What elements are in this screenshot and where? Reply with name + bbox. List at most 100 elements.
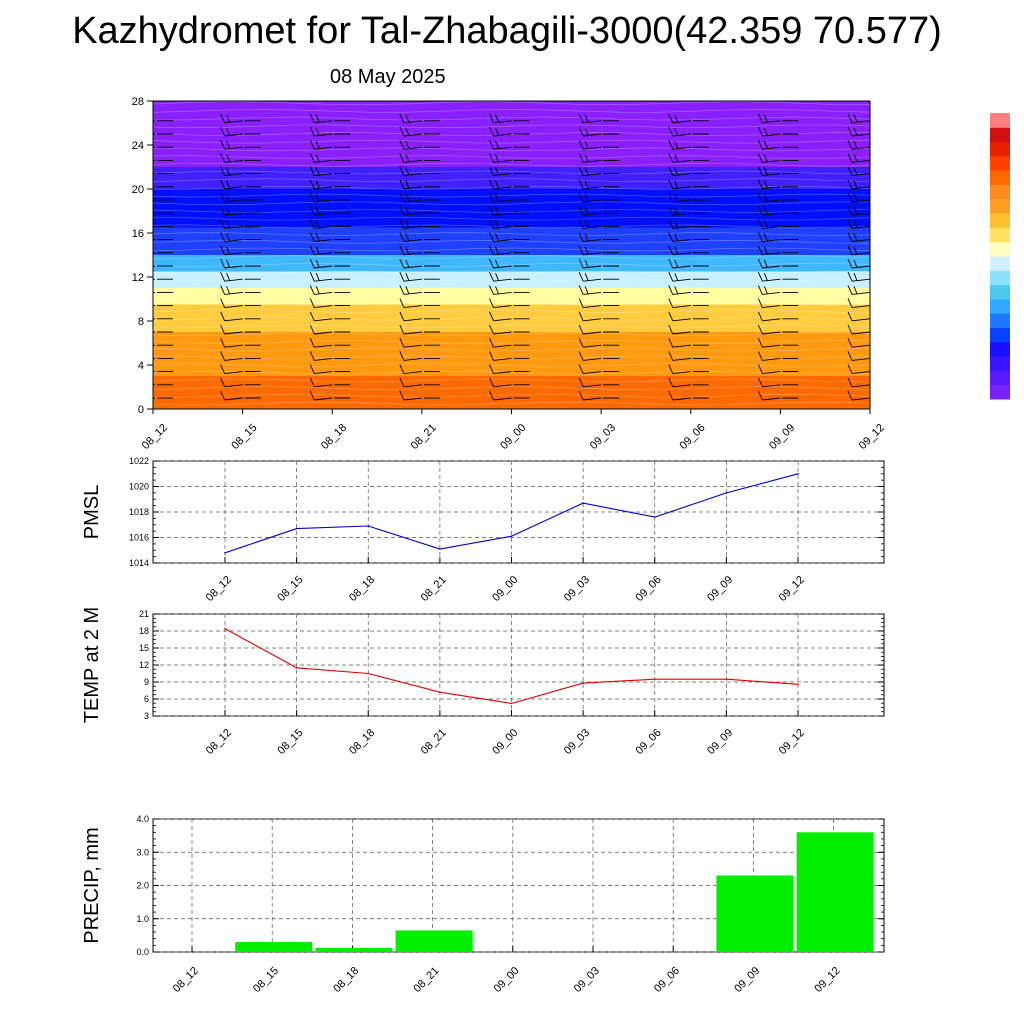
y-tick-label: 8 [138, 316, 144, 328]
precip-panel: 0.0 1.0 2.0 3.0 4.0 08_12 08_15 08_18 08_21 09_00… [81, 814, 885, 995]
wind-barb [309, 245, 351, 256]
wind-barb [668, 219, 709, 229]
wind-barb [399, 153, 440, 163]
wind-barb [578, 153, 620, 163]
wind-barb [153, 199, 173, 201]
x-tick-label: 08_12 [171, 965, 201, 995]
wind-barb [847, 298, 870, 309]
wind-barb [757, 390, 799, 401]
wind-barb [309, 179, 351, 190]
heatmap-field [153, 101, 870, 409]
wind-barb [399, 377, 440, 388]
colorbar-swatch [990, 384, 1010, 400]
wind-barb [220, 377, 261, 388]
wind-barb [220, 219, 261, 229]
contour-line [153, 286, 870, 290]
wind-barb [153, 212, 173, 214]
wind-barb [309, 166, 351, 177]
wind-barb [578, 140, 620, 150]
wind-barb [489, 377, 530, 388]
x-tick-label: 09_12 [777, 727, 807, 757]
wind-barb [220, 390, 261, 401]
x-tick-label: 08_21 [409, 422, 439, 452]
wind-barb [399, 126, 440, 137]
wind-barb [847, 219, 870, 229]
wind-barb [399, 219, 440, 229]
data-point [797, 683, 799, 686]
contour-line [153, 247, 870, 252]
x-tick-label: 09_06 [652, 965, 682, 995]
colorbar-swatch [990, 198, 1010, 214]
wind-barb [847, 113, 870, 124]
wind-barb [153, 331, 173, 333]
wind-barb [847, 338, 870, 348]
wind-barb [578, 311, 620, 322]
y-tick-label: 2.0 [136, 881, 149, 891]
contour-line [153, 170, 870, 175]
wind-barb [578, 390, 620, 401]
wind-barb [309, 192, 351, 203]
wind-barb [668, 285, 709, 295]
contour-line [153, 316, 870, 321]
wind-barb [309, 153, 351, 163]
data-point [224, 552, 226, 554]
wind-barb [578, 113, 620, 124]
wind-barb [578, 179, 620, 190]
x-tick-label: 09_12 [812, 965, 842, 995]
contour-line [153, 209, 870, 213]
wind-barb [578, 377, 620, 388]
wind-barb [847, 140, 870, 150]
wind-barb [757, 377, 799, 388]
contour-line [153, 201, 870, 206]
data-point [439, 691, 441, 693]
wind-barb [578, 272, 620, 282]
wind-barb [153, 344, 173, 346]
wind-barb [399, 113, 440, 124]
contour-line [153, 370, 870, 375]
data-point [439, 548, 441, 550]
wind-barb [489, 364, 530, 375]
wind-barb [489, 298, 530, 309]
wind-barb [153, 291, 173, 294]
wind-barb [220, 338, 261, 348]
x-tick-label: 08_12 [204, 727, 234, 757]
contour-line [153, 263, 870, 267]
x-tick-label: 09_03 [588, 422, 618, 452]
colorbar-swatch [990, 155, 1010, 171]
y-axis-label: PRECIP, mm [81, 827, 103, 943]
data-point [510, 702, 513, 705]
wind-barb [757, 298, 799, 309]
colorbar-swatch [990, 213, 1010, 228]
wind-barb [668, 338, 709, 348]
wind-barb [153, 239, 173, 241]
wind-barb [309, 364, 351, 375]
colorbar-swatch [990, 141, 1010, 157]
y-axis-label: TEMP at 2 M [81, 607, 103, 723]
colorbar-swatch [990, 256, 1010, 271]
wind-barb [489, 324, 530, 335]
wind-barb [847, 206, 870, 216]
wind-barb [220, 166, 261, 177]
contour-line [153, 147, 870, 152]
contour-line [153, 239, 870, 244]
wind-barb [153, 225, 173, 228]
y-tick-label: 3 [144, 711, 149, 721]
data-point [224, 627, 226, 630]
x-tick-label: 08_18 [347, 574, 377, 604]
wind-barb [847, 258, 870, 269]
wind-barb [757, 113, 799, 124]
wind-barb [399, 179, 440, 190]
wind-barb [757, 126, 799, 137]
colorbar-swatch [990, 241, 1010, 257]
data-point [725, 492, 728, 494]
wind-barb [847, 232, 870, 243]
contour-line [153, 178, 870, 182]
wind-barb [153, 305, 173, 307]
wind-barb [220, 179, 261, 190]
wind-barb [309, 258, 351, 269]
wind-barb [757, 311, 799, 322]
x-tick-label: 08_18 [331, 965, 361, 995]
wind-barb [489, 113, 530, 124]
contour-line [153, 293, 870, 298]
